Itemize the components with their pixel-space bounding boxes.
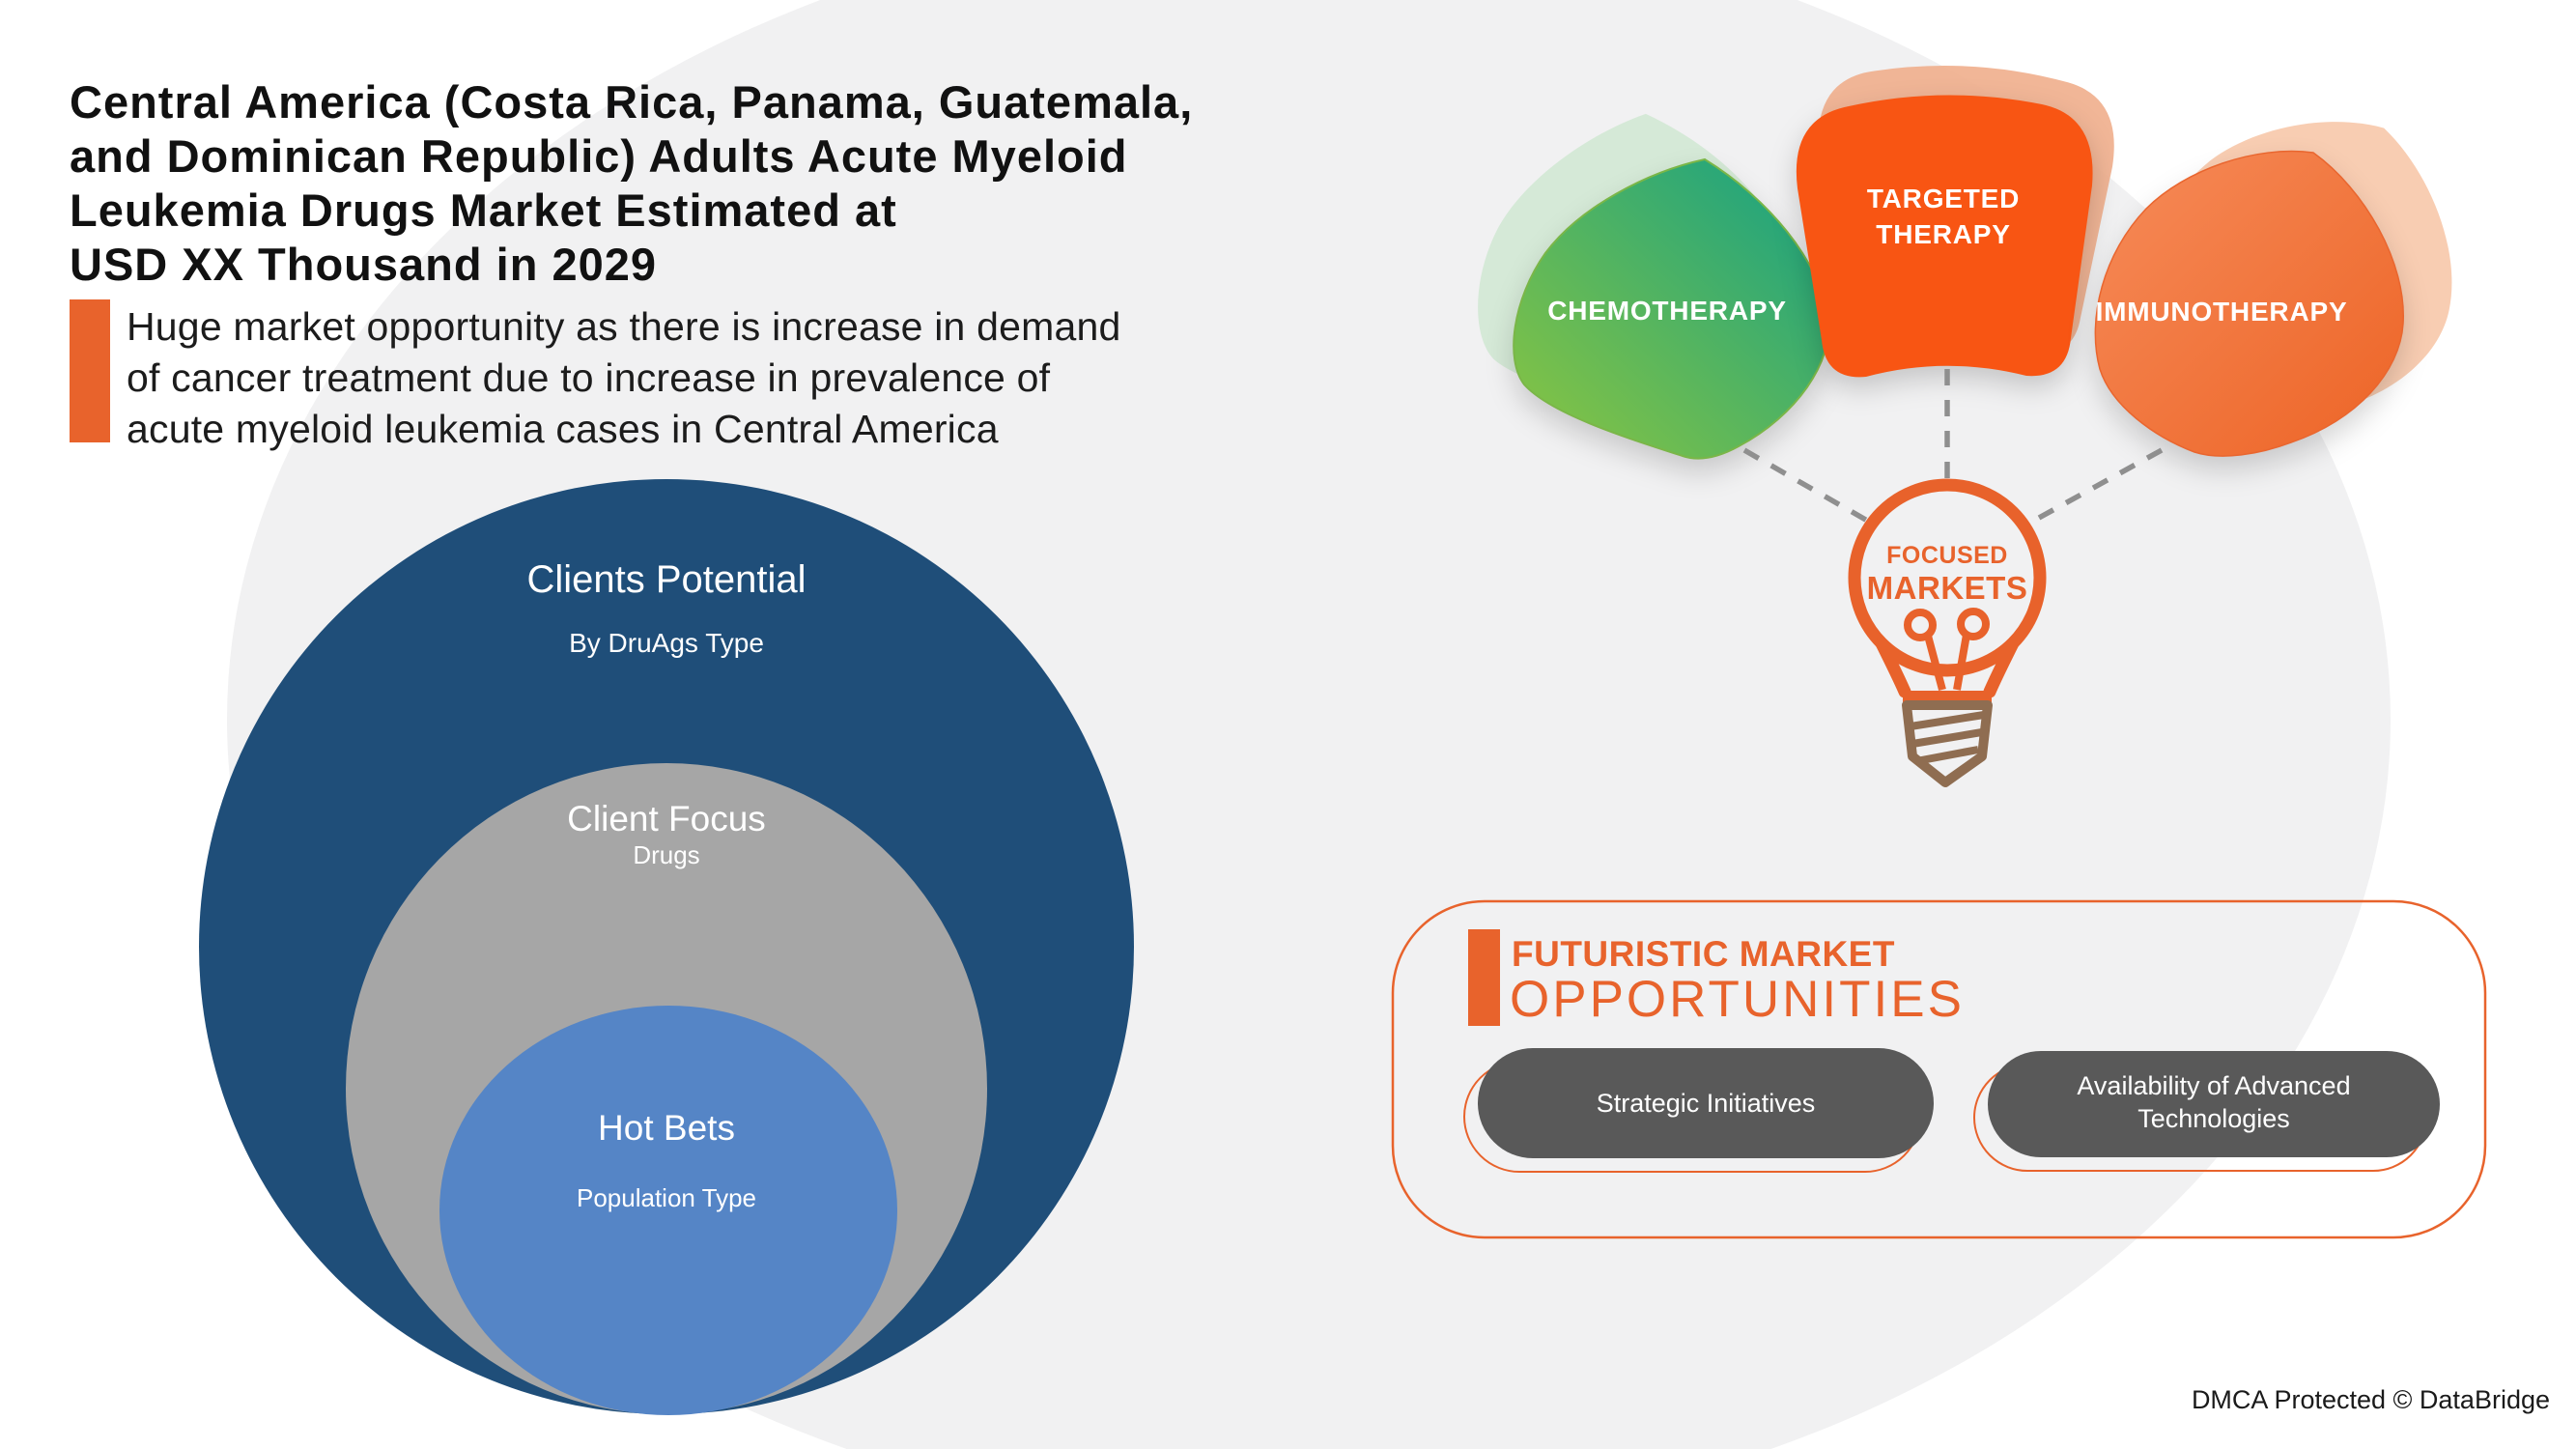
pill-strategic-label: Strategic Initiatives — [1596, 1089, 1816, 1118]
targeted-label-line-2: THERAPY — [1876, 219, 2011, 249]
venn-inner-title: Hot Bets — [598, 1108, 735, 1148]
immunotherapy-label: IMMUNOTHERAPY — [2095, 297, 2348, 327]
targeted-therapy-label: TARGETED THERAPY — [1867, 181, 2020, 252]
filament-tail-right — [1953, 634, 1970, 691]
immunotherapy-petal — [2094, 122, 2452, 457]
bulb-label-markets: MARKETS — [1866, 570, 2028, 606]
chemotherapy-petal — [1478, 113, 1830, 460]
opportunities-panel-border — [1391, 899, 2487, 1239]
lightbulb-icon — [1848, 478, 2047, 787]
targeted-label-line-1: TARGETED — [1866, 184, 2021, 213]
immunotherapy-petal-shape — [2094, 150, 2404, 457]
highlight-line-3: acute myeloid leukemia cases in Central … — [127, 407, 999, 451]
page-title: Central America (Costa Rica, Panama, Gua… — [70, 75, 1193, 292]
venn-outer-subtitle: By DruAgs Type — [569, 628, 764, 658]
dash-line-left — [1742, 447, 1891, 536]
title-line-3: Leukemia Drugs Market Estimated at — [70, 185, 897, 236]
opportunities-heading-line-1: FUTURISTIC MARKET — [1512, 934, 1895, 974]
title-line-4: USD XX Thousand in 2029 — [70, 239, 658, 290]
filament-loop-right — [1957, 608, 1990, 640]
pill-availability-line-2: Technologies — [2137, 1104, 2290, 1133]
highlight-accent-bar — [70, 299, 110, 442]
pill-strategic — [1478, 1048, 1934, 1158]
pill-availability — [1988, 1051, 2440, 1157]
venn-inner-circle — [439, 1006, 897, 1415]
bulb-base-stripes — [1910, 711, 1985, 765]
venn-middle-title: Client Focus — [567, 799, 766, 838]
pill-availability-label: Availability of Advanced Technologies — [2077, 1069, 2350, 1135]
chemotherapy-label: CHEMOTHERAPY — [1547, 296, 1787, 326]
bulb-neck-right — [1983, 637, 2020, 698]
highlight-line-1: Huge market opportunity as there is incr… — [127, 304, 1121, 349]
venn-outer-title: Clients Potential — [526, 558, 807, 601]
filament-tail-left — [1924, 634, 1946, 692]
venn-middle-subtitle: Drugs — [633, 840, 700, 869]
highlight-statement: Huge market opportunity as there is incr… — [127, 301, 1121, 455]
filament-loop-left — [1904, 609, 1937, 641]
title-line-2: and Dominican Republic) Adults Acute Mye… — [70, 130, 1128, 182]
targeted-petal-shape — [1796, 95, 2093, 378]
bulb-filament — [1904, 608, 1990, 692]
bulb-label-focused: FOCUSED — [1886, 542, 2008, 569]
highlight-line-2: of cancer treatment due to increase in p… — [127, 355, 1051, 400]
venn-inner-subtitle: Population Type — [577, 1183, 756, 1212]
bulb-glass — [1848, 478, 2047, 677]
opportunities-accent-bar — [1468, 929, 1500, 1026]
connector-dashes — [1742, 369, 2164, 536]
opportunities-heading-line-2: OPPORTUNITIES — [1510, 971, 1965, 1028]
title-line-1: Central America (Costa Rica, Panama, Gua… — [70, 76, 1194, 128]
dmca-notice: DMCA Protected © DataBridge — [2191, 1385, 2550, 1414]
pill-availability-line-1: Availability of Advanced — [2077, 1071, 2351, 1100]
bulb-neck-left — [1875, 637, 1911, 698]
targeted-therapy-petal — [1796, 66, 2114, 378]
